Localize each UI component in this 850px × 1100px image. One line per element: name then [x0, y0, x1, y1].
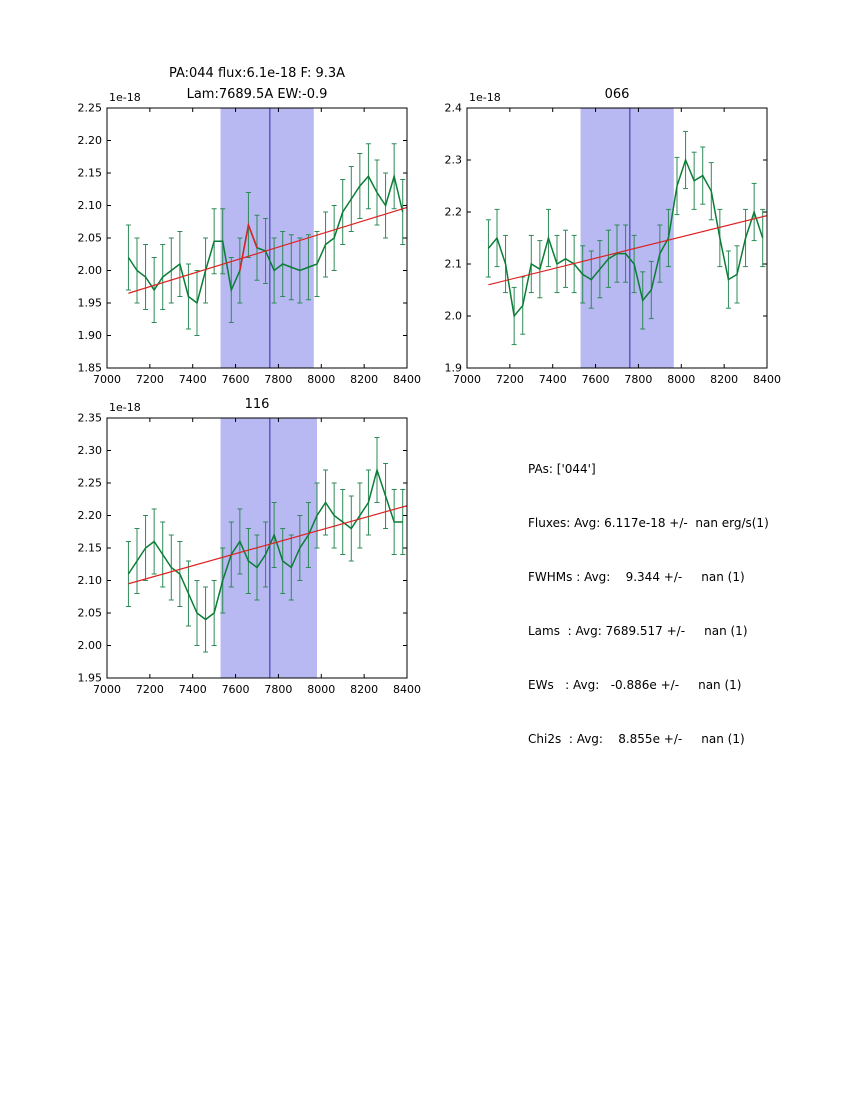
y-tick-label: 2.4 — [445, 102, 463, 115]
chart-svg: 7000 7200 7400 7600 7800 8000 8200 8400 1.9 2.0 2.… — [445, 87, 782, 386]
axes-frame — [466, 107, 768, 369]
y-tick-label: 1.95 — [78, 297, 103, 310]
y-tick-label: 2.20 — [78, 134, 103, 147]
tick-marks — [106, 107, 408, 369]
y-tick-label: 2.05 — [78, 607, 103, 620]
x-tick-label: 8200 — [710, 373, 738, 386]
continuum-fit-line — [488, 215, 768, 286]
highlight-band — [580, 108, 674, 368]
chart-title: 116 — [245, 397, 270, 412]
y-tick-label: 2.15 — [78, 167, 103, 180]
tick-marks — [106, 417, 408, 679]
y-tick-label: 2.25 — [78, 102, 103, 115]
x-tick-label: 7200 — [136, 683, 164, 696]
continuum-fit-line — [128, 505, 408, 585]
chart-title: PA:044 flux:6.1e-18 F: 9.3A — [169, 66, 345, 81]
x-tick-label: 8200 — [350, 683, 378, 696]
stats-panel: PAs: ['044'] Fluxes: Avg: 6.117e-18 +/- … — [528, 432, 769, 784]
stats-line-lams: Lams : Avg: 7689.517 +/- nan (1) — [528, 624, 748, 638]
y-offset-label: 1e-18 — [109, 91, 141, 104]
x-tick-label: 7800 — [624, 373, 652, 386]
x-tick-label: 7000 — [453, 373, 481, 386]
x-tick-label: 8400 — [393, 373, 421, 386]
y-tick-label: 2.15 — [78, 542, 103, 555]
x-tick-label: 7400 — [539, 373, 567, 386]
x-tick-label: 7800 — [264, 373, 292, 386]
y-tick-label: 2.05 — [78, 232, 103, 245]
x-tick-label: 8400 — [393, 683, 421, 696]
tick-marks — [466, 107, 768, 369]
plot-116: 7000 7200 7400 7600 7800 8000 8200 8400 1.95 2.00… — [67, 370, 423, 702]
y-offset-label: 1e-18 — [109, 401, 141, 414]
x-tick-label: 7600 — [222, 683, 250, 696]
x-tick-label: 7000 — [93, 373, 121, 386]
y-tick-label: 2.10 — [78, 574, 103, 587]
y-tick-label: 2.0 — [445, 310, 463, 323]
fit-peak-segment — [239, 222, 258, 271]
stats-line-fwhms: FWHMs : Avg: 9.344 +/- nan (1) — [528, 570, 745, 584]
chart-svg: 7000 7200 7400 7600 7800 8000 8200 8400 1.95 2.00… — [78, 397, 422, 696]
x-tick-label: 8000 — [667, 373, 695, 386]
y-tick-label: 2.20 — [78, 509, 103, 522]
y-tick-label: 2.35 — [78, 412, 103, 425]
chart-svg: 7000 7200 7400 7600 7800 8000 8200 8400 1.85 1.90… — [78, 66, 422, 386]
continuum-fit-line — [128, 206, 408, 294]
x-tick-label: 7400 — [179, 373, 207, 386]
y-tick-label: 2.00 — [78, 264, 103, 277]
y-tick-label: 2.3 — [445, 154, 463, 167]
x-tick-label: 7600 — [582, 373, 610, 386]
y-tick-label: 2.25 — [78, 477, 103, 490]
y-tick-label: 2.10 — [78, 199, 103, 212]
y-tick-label: 1.90 — [78, 329, 103, 342]
y-tick-label: 2.2 — [445, 206, 463, 219]
x-tick-label: 7400 — [179, 683, 207, 696]
y-tick-label: 2.1 — [445, 258, 463, 271]
y-tick-label: 1.9 — [445, 362, 463, 375]
chart-title: Lam:7689.5A EW:-0.9 — [187, 87, 328, 102]
y-tick-label: 1.85 — [78, 362, 103, 375]
x-tick-label: 7200 — [136, 373, 164, 386]
stats-line-pas: PAs: ['044'] — [528, 462, 596, 476]
y-tick-label: 2.30 — [78, 444, 103, 457]
y-offset-label: 1e-18 — [469, 91, 501, 104]
x-tick-label: 7800 — [264, 683, 292, 696]
x-tick-label: 7600 — [222, 373, 250, 386]
x-tick-label: 8200 — [350, 373, 378, 386]
y-tick-label: 2.00 — [78, 639, 103, 652]
x-tick-label: 7000 — [93, 683, 121, 696]
stats-line-chi2s: Chi2s : Avg: 8.855e +/- nan (1) — [528, 732, 745, 746]
x-tick-label: 8000 — [307, 683, 335, 696]
x-tick-label: 8400 — [753, 373, 781, 386]
stats-line-fluxes: Fluxes: Avg: 6.117e-18 +/- nan erg/s(1) — [528, 516, 769, 530]
chart-title: 066 — [605, 87, 630, 102]
plot-066: 7000 7200 7400 7600 7800 8000 8200 8400 1.9 2.0 2.… — [427, 60, 783, 392]
x-tick-label: 7200 — [496, 373, 524, 386]
spectrum-line — [487, 157, 764, 318]
stats-line-ews: EWs : Avg: -0.886e +/- nan (1) — [528, 678, 742, 692]
x-tick-label: 8000 — [307, 373, 335, 386]
y-tick-label: 1.95 — [78, 672, 103, 685]
plot-pa044: 7000 7200 7400 7600 7800 8000 8200 8400 1.85 1.90… — [67, 60, 423, 392]
